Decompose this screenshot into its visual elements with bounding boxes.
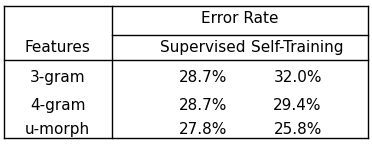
Text: 27.8%: 27.8% — [179, 122, 227, 137]
Text: 29.4%: 29.4% — [273, 98, 322, 113]
Text: Features: Features — [25, 40, 91, 55]
Text: Supervised: Supervised — [160, 40, 246, 55]
Text: u-morph: u-morph — [25, 122, 90, 137]
Text: 3-gram: 3-gram — [30, 70, 86, 85]
Text: 32.0%: 32.0% — [273, 70, 322, 85]
Text: Error Rate: Error Rate — [201, 11, 279, 26]
Text: 4-gram: 4-gram — [30, 98, 86, 113]
Text: 25.8%: 25.8% — [273, 122, 322, 137]
Text: 28.7%: 28.7% — [179, 98, 227, 113]
Text: 28.7%: 28.7% — [179, 70, 227, 85]
Text: Self-Training: Self-Training — [251, 40, 344, 55]
